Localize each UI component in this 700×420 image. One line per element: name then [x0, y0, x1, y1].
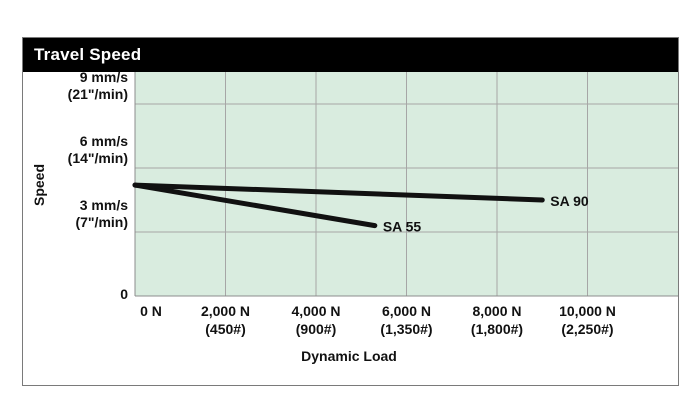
x-tick-labels: 0 N 2,000 N (450#) 4,000 N (900#) 6,000 N (1,3…: [140, 303, 616, 337]
series-line-sa-90: [132, 182, 545, 203]
series-label-sa-55: SA 55: [383, 219, 422, 235]
x-tick-label: 2,000 N (450#): [201, 303, 250, 337]
y-tick-label: 9 mm/s (21"/min): [68, 69, 129, 102]
y-axis-title: Speed: [31, 164, 47, 206]
series-group: SA 55 SA 90: [132, 182, 589, 235]
x-axis-title: Dynamic Load: [301, 348, 397, 364]
title-bar: Travel Speed: [23, 38, 678, 72]
y-tick-label: 0: [120, 286, 128, 302]
y-tick-label: 3 mm/s (7"/min): [75, 197, 128, 230]
x-tick-label: 4,000 N (900#): [291, 303, 340, 337]
x-tick-label: 8,000 N (1,800#): [471, 303, 523, 337]
series-label-sa-90: SA 90: [550, 193, 589, 209]
y-tick-label: 6 mm/s (14"/min): [68, 133, 129, 166]
chart-title: Travel Speed: [34, 45, 142, 64]
y-tick-labels: 0 3 mm/s (7"/min) 6 mm/s (14"/min) 9 mm/s (21"…: [68, 69, 129, 302]
x-tick-label: 6,000 N (1,350#): [380, 303, 432, 337]
series-line-sa-55: [132, 182, 378, 229]
grid-lines: [134, 72, 678, 297]
x-tick-label: 0 N: [140, 303, 162, 319]
x-tick-label: 10,000 N (2,250#): [559, 303, 616, 337]
